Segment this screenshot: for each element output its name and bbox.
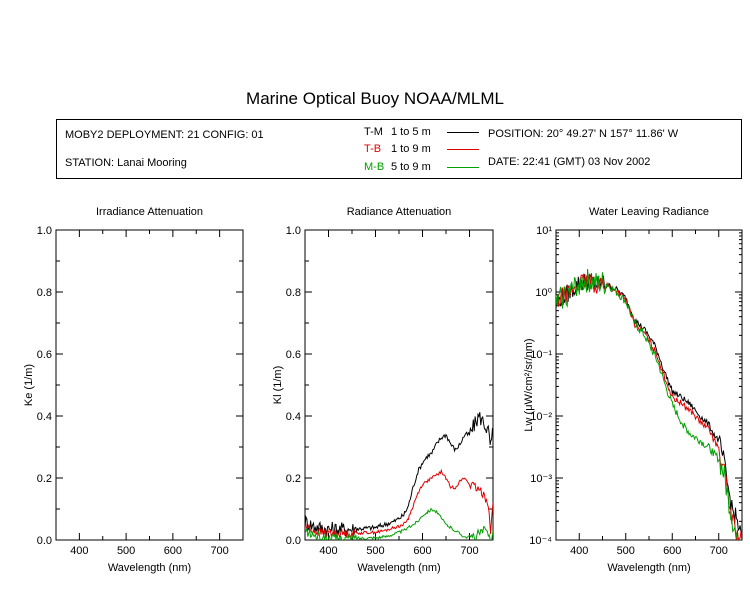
x-axis-label: Wavelength (nm) [607,562,690,574]
chart-panel-1: Irradiance Attenuation 400 500 600 700 0.0 0.2… [23,206,244,574]
y-tick-label: 1.0 [37,225,52,237]
y-tick-label: 10⁻⁴ [529,535,552,547]
y-tick-label: 0.8 [37,287,52,299]
series-line-m-b [556,268,738,540]
y-tick-label: 0.2 [37,473,52,485]
y-tick-label: 10⁰ [535,287,552,299]
plot-frame [55,229,244,541]
x-tick-label: 500 [617,545,635,557]
y-tick-label: 0.4 [286,411,301,423]
x-tick-label: 400 [319,545,337,557]
series-line-t-m [305,412,493,537]
chart-panel-2: Radiance Attenuation 400 500 600 700 0.0 0.2 0.… [272,206,494,574]
y-axis-label: Ke (1/m) [23,364,35,406]
series-line-t-b [556,273,742,540]
legend-line-tm [447,132,479,133]
y-tick-label: 0.8 [286,287,301,299]
x-tick-label: 700 [210,545,228,557]
y-axis-label: Lw (μW/cm²/sr/nm) [523,338,535,431]
legend-code-tb: T-B [364,143,382,155]
x-axis-label: Wavelength (nm) [108,562,191,574]
y-tick-label: 10¹ [536,225,552,237]
y-tick-label: 0.2 [286,473,301,485]
y-tick-label: 1.0 [286,225,301,237]
x-axis-label: Wavelength (nm) [357,562,440,574]
x-tick-label: 600 [413,545,431,557]
x-tick-label: 600 [164,545,182,557]
y-tick-label: 0.6 [286,349,301,361]
chart-title: Radiance Attenuation [347,206,452,218]
y-tick-label: 10⁻¹ [530,349,552,361]
position-text: POSITION: 20° 49.27' N 157° 11.86' W [488,128,679,140]
legend-range-tm: 1 to 5 m [391,126,431,138]
x-tick-label: 400 [570,545,588,557]
page-title: Marine Optical Buoy NOAA/MLML [246,89,504,108]
y-tick-label: 0.0 [37,535,52,547]
y-tick-label: 10⁻² [530,411,552,423]
x-tick-label: 500 [366,545,384,557]
station-text: STATION: Lanai Mooring [65,157,187,169]
chart-title: Irradiance Attenuation [96,206,203,218]
x-tick-label: 700 [460,545,478,557]
series-line-t-m [556,274,742,540]
series-line-m-b [305,507,493,540]
legend-range-mb: 5 to 9 m [391,161,431,173]
y-tick-label: 0.6 [37,349,52,361]
x-tick-label: 500 [117,545,135,557]
y-axis-label: Kl (1/m) [272,366,284,405]
chart-title: Water Leaving Radiance [589,206,709,218]
chart-panel-3: Water Leaving Radiance 400 500 600 700 10⁻⁴ 10… [523,206,743,574]
x-tick-label: 400 [70,545,88,557]
info-box: MOBY2 DEPLOYMENT: 21 CONFIG: 01 STATION:… [56,119,742,179]
y-tick-label: 10⁻³ [530,473,552,485]
y-tick-label: 0.0 [286,535,301,547]
plot-frame [304,229,494,541]
legend-code-tm: T-M [364,126,383,138]
legend-line-tb [447,149,479,150]
legend-line-mb [447,167,479,168]
deployment-text: MOBY2 DEPLOYMENT: 21 CONFIG: 01 [65,129,264,141]
x-tick-label: 600 [663,545,681,557]
legend-range-tb: 1 to 9 m [391,143,431,155]
legend-code-mb: M-B [364,161,385,173]
x-tick-label: 700 [710,545,728,557]
date-text: DATE: 22:41 (GMT) 03 Nov 2002 [488,156,651,168]
y-tick-label: 0.4 [37,411,52,423]
